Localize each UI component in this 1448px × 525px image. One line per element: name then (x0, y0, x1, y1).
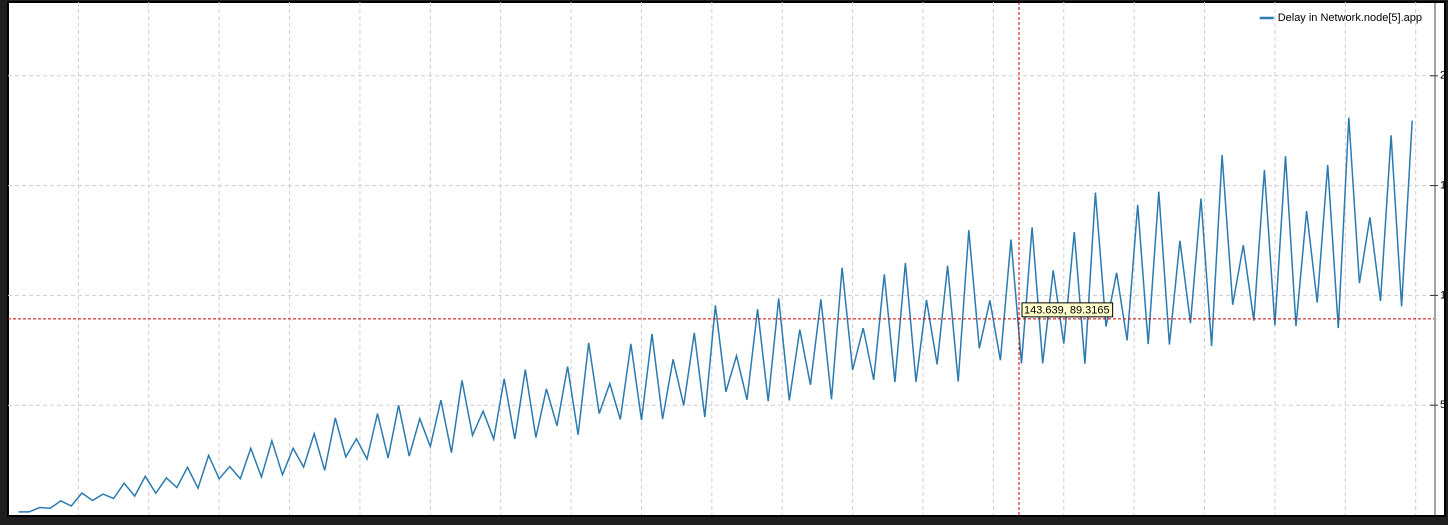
plot-border (7, 1, 1446, 517)
y-tick-label: 2 (1440, 70, 1446, 82)
y-tick-label: 5 (1440, 399, 1446, 411)
crosshair-label-box (1021, 302, 1114, 318)
y-tick-label: 1 (1440, 289, 1446, 301)
data-line (18, 117, 1413, 513)
y-tick-label: 1 (1440, 179, 1446, 191)
legend-label: Delay in Network.node[5].app (1278, 12, 1422, 24)
crosshair-label: 143.639, 89.3165 (1024, 304, 1110, 316)
